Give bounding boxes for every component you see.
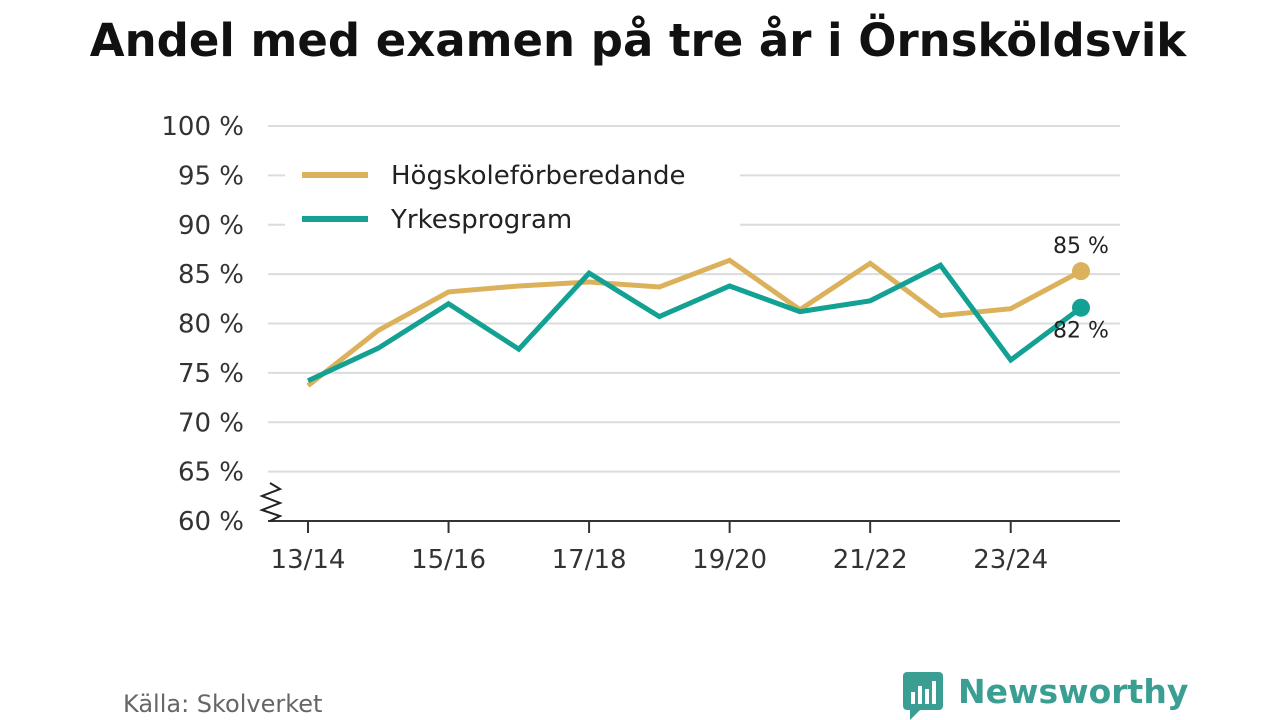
end-point-1 <box>1072 298 1090 317</box>
y-tick-label: 70 % <box>178 408 244 438</box>
y-tick-label: 95 % <box>178 161 244 191</box>
axis-break-icon <box>259 482 283 522</box>
y-tick-label: 60 % <box>178 507 244 537</box>
y-tick-label: 100 % <box>161 112 244 142</box>
x-axis: 13/14 15/16 17/18 19/20 21/22 23/24 <box>268 520 1120 575</box>
x-tick-label: 13/14 <box>271 545 346 575</box>
x-tick-label: 21/22 <box>833 545 908 575</box>
x-tick-label: 23/24 <box>973 545 1048 575</box>
end-label-0: 85 % <box>1053 234 1109 259</box>
y-tick-label: 75 % <box>178 359 244 389</box>
y-tick-label: 85 % <box>178 260 244 290</box>
chart-title: Andel med examen på tre år i Örnsköldsvi… <box>90 14 1188 67</box>
series-line-1 <box>306 262 1083 384</box>
x-tick-label: 19/20 <box>692 545 767 575</box>
legend-label-1: Yrkesprogram <box>390 205 572 235</box>
source-text: Källa: Skolverket <box>123 690 322 718</box>
legend-label-0: Högskoleförberedande <box>391 161 686 191</box>
x-tick-label: 15/16 <box>411 545 486 575</box>
y-tick-label: 80 % <box>178 310 244 340</box>
end-point-0 <box>1072 262 1090 281</box>
y-tick-label: 65 % <box>178 458 244 488</box>
legend: Högskoleförberedande Yrkesprogram <box>285 148 740 240</box>
y-axis: 60 % 65 % 70 % 75 % 80 % 85 % 90 % 95 % 100 % <box>161 112 244 537</box>
x-tick-label: 17/18 <box>552 545 627 575</box>
brand-name: Newsworthy <box>958 672 1188 711</box>
axis-break-line <box>259 482 283 522</box>
y-tick-label: 90 % <box>178 211 244 241</box>
series-lines: 85 % 82 % <box>306 234 1109 388</box>
legend-background <box>285 148 740 240</box>
newsworthy-logo-icon <box>903 672 943 720</box>
series-line-0 <box>306 257 1083 388</box>
end-label-1: 82 % <box>1053 319 1109 344</box>
